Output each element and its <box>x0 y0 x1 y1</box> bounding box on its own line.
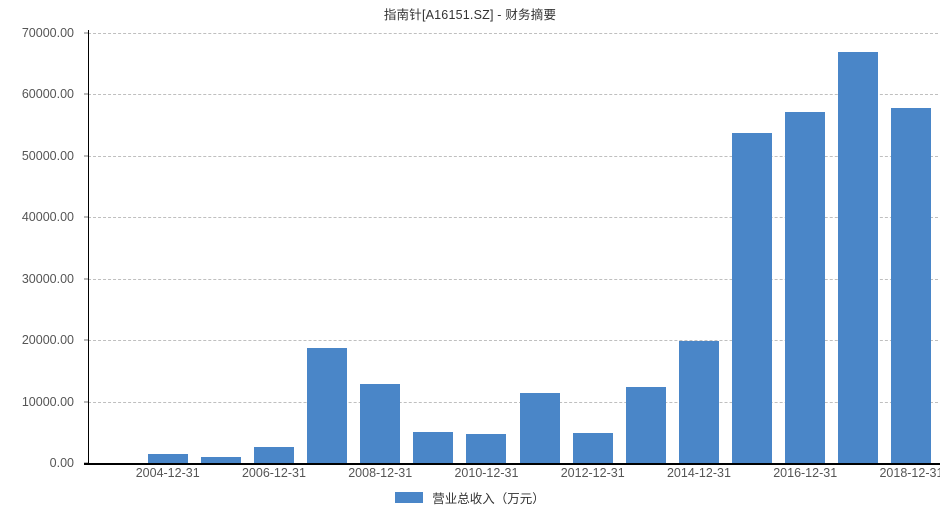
legend-label: 营业总收入（万元） <box>432 492 545 506</box>
bar[interactable] <box>678 340 719 463</box>
y-axis-tick-mark <box>84 32 88 34</box>
bar[interactable] <box>253 447 294 463</box>
y-axis-line <box>88 30 89 464</box>
bar[interactable] <box>785 112 826 463</box>
y-axis-tick-label: 50000.00 <box>21 148 74 163</box>
y-axis-tick-label: 10000.00 <box>21 394 74 409</box>
bar[interactable] <box>625 386 666 463</box>
y-axis-tick-label: 70000.00 <box>21 26 74 40</box>
x-axis-tick-label: 2014-12-31 <box>666 466 731 480</box>
y-axis-tick-label: 20000.00 <box>21 333 74 348</box>
x-axis-tick-label: 2008-12-31 <box>348 466 413 480</box>
chart-title: 指南针[A16151.SZ] - 财务摘要 <box>383 8 557 22</box>
x-axis-tick-group: 2004-12-31 2006-12-31 2008-12-31 2010-12-31… <box>0 466 940 488</box>
bar[interactable] <box>466 433 507 463</box>
legend-color-swatch-icon <box>395 492 424 503</box>
bar[interactable] <box>200 457 241 463</box>
y-axis-tick-mark <box>84 339 88 341</box>
x-axis-tick-label: 2010-12-31 <box>454 466 519 480</box>
chart-legend: 营业总收入（万元） <box>0 488 940 507</box>
y-axis-tick-mark <box>84 278 88 280</box>
x-axis-tick-label: 2018-12-31 <box>879 466 940 480</box>
bar[interactable] <box>413 431 454 463</box>
x-axis-tick-label: 2012-12-31 <box>560 466 625 480</box>
plot-area <box>88 33 938 463</box>
bar-series <box>88 33 938 463</box>
y-axis-tick-label: 0.00 <box>49 456 74 470</box>
y-axis-tick-label: 60000.00 <box>21 87 74 102</box>
bar[interactable] <box>519 392 560 463</box>
y-axis-tick-mark <box>84 216 88 218</box>
x-axis-line <box>84 463 940 465</box>
y-axis-tick-mark <box>84 401 88 403</box>
y-axis-tick-mark <box>84 93 88 95</box>
y-axis-tick-group: 0.00 10000.00 20000.00 30000.00 40000.00 5000… <box>0 0 88 508</box>
x-axis-tick-label: 2004-12-31 <box>135 466 200 480</box>
y-axis-tick-label: 40000.00 <box>21 210 74 225</box>
bar[interactable] <box>360 383 401 463</box>
y-axis-tick-mark <box>84 155 88 157</box>
bar[interactable] <box>147 454 188 463</box>
x-axis-tick-label: 2016-12-31 <box>773 466 838 480</box>
bar[interactable] <box>732 132 773 463</box>
x-axis-tick-label: 2006-12-31 <box>241 466 306 480</box>
bar[interactable] <box>891 107 932 463</box>
bar[interactable] <box>572 432 613 463</box>
y-axis-tick-label: 30000.00 <box>21 271 74 286</box>
bar[interactable] <box>307 348 348 463</box>
bar[interactable] <box>838 52 879 463</box>
